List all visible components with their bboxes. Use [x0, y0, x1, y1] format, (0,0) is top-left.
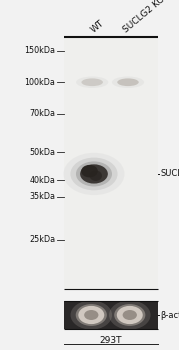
- Ellipse shape: [114, 304, 145, 326]
- Text: WT: WT: [90, 19, 106, 35]
- Ellipse shape: [71, 300, 112, 330]
- Ellipse shape: [76, 161, 112, 187]
- Ellipse shape: [70, 158, 118, 190]
- Ellipse shape: [117, 306, 143, 324]
- Text: SUCLG2: SUCLG2: [160, 169, 179, 178]
- Text: 70kDa: 70kDa: [29, 109, 55, 118]
- Ellipse shape: [81, 78, 103, 86]
- Bar: [64, 37, 158, 289]
- Text: 100kDa: 100kDa: [24, 78, 55, 87]
- Text: 35kDa: 35kDa: [29, 192, 55, 201]
- Ellipse shape: [112, 77, 144, 88]
- Ellipse shape: [76, 304, 107, 326]
- Bar: [64, 301, 158, 329]
- Ellipse shape: [64, 153, 125, 195]
- Bar: [64, 37, 158, 289]
- Ellipse shape: [84, 310, 98, 320]
- Ellipse shape: [76, 77, 108, 88]
- Ellipse shape: [78, 306, 104, 324]
- Text: 150kDa: 150kDa: [24, 46, 55, 55]
- Ellipse shape: [81, 165, 98, 177]
- Text: 50kDa: 50kDa: [29, 148, 55, 157]
- Text: 40kDa: 40kDa: [29, 176, 55, 185]
- Ellipse shape: [123, 310, 137, 320]
- Text: β-actin: β-actin: [160, 310, 179, 320]
- Ellipse shape: [117, 78, 139, 86]
- Text: SUCLG2 KO: SUCLG2 KO: [122, 0, 167, 35]
- Ellipse shape: [90, 170, 102, 181]
- Text: 25kDa: 25kDa: [29, 235, 55, 244]
- Ellipse shape: [80, 164, 108, 183]
- Text: 293T: 293T: [99, 336, 122, 345]
- Ellipse shape: [109, 300, 151, 330]
